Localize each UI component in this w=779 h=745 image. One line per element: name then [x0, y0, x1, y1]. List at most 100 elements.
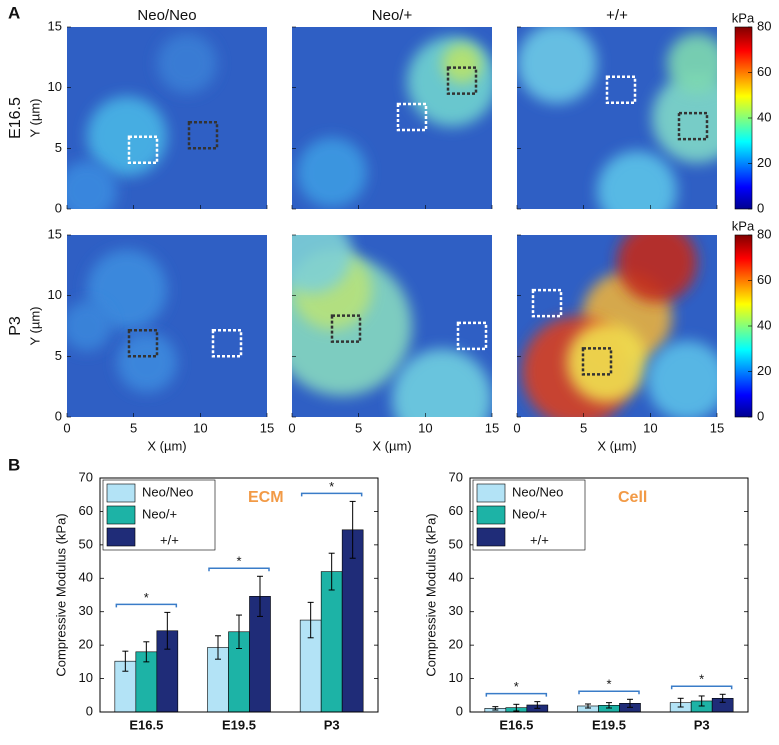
colorbar-tick-label: 0	[757, 200, 764, 215]
significance-bracket	[115, 603, 178, 608]
error-bar	[349, 500, 356, 559]
x-tick-label: 15	[485, 420, 499, 435]
error-bar	[585, 703, 591, 709]
y-tick-label: 20	[449, 637, 463, 652]
legend-label: Neo/+	[142, 506, 177, 521]
legend-swatch	[106, 483, 136, 503]
heatmap-region	[87, 249, 167, 330]
y-tick-label: 70	[449, 469, 463, 484]
significance-bracket	[300, 492, 363, 497]
y-tick-label: 50	[79, 536, 93, 551]
roi-box	[677, 111, 709, 141]
error-bar	[534, 701, 541, 709]
x-tick-label: E19.5	[592, 717, 626, 732]
significance-marker: *	[606, 677, 611, 692]
chart-title: ECM	[248, 489, 284, 506]
error-bar	[719, 693, 726, 703]
x-tick-label: E16.5	[499, 717, 533, 732]
panel-label: A	[8, 3, 20, 22]
significance-bracket	[485, 692, 548, 697]
heatmap-region	[297, 137, 367, 208]
y-tick-label: 40	[79, 570, 93, 585]
roi-box	[127, 135, 159, 165]
x-tick-label: 10	[418, 420, 432, 435]
heatmap-region	[392, 348, 492, 417]
y-tick-label: 40	[449, 570, 463, 585]
legend-swatch	[476, 527, 506, 547]
y-tick-label: 70	[79, 469, 93, 484]
heatmap-region	[567, 322, 647, 403]
colorbar-tick-label: 20	[757, 155, 771, 170]
legend-swatch	[476, 505, 506, 525]
y-tick-label: 30	[449, 603, 463, 618]
y-axis-label: Y (µm)	[27, 306, 42, 345]
y-axis-label: Compressive Modulus (kPa)	[423, 513, 438, 676]
significance-marker: *	[329, 479, 334, 494]
legend-label: Neo/+	[512, 506, 547, 521]
y-tick-label: 10	[449, 670, 463, 685]
roi-box	[605, 75, 637, 104]
significance-marker: *	[144, 590, 149, 605]
y-tick-label: 50	[449, 536, 463, 551]
colorbar-tick-label: 80	[757, 226, 771, 241]
x-tick-label: 0	[513, 420, 520, 435]
significance-bracket	[670, 685, 733, 690]
error-bar	[328, 552, 335, 591]
row-label: P3	[7, 316, 24, 336]
x-tick-label: 15	[710, 420, 724, 435]
legend-label: +/+	[530, 532, 549, 547]
significance-bracket	[578, 690, 640, 695]
x-axis-label: X (µm)	[597, 438, 636, 453]
y-tick-label: 60	[449, 503, 463, 518]
column-title: Neo/Neo	[137, 7, 196, 24]
heatmap-region	[652, 73, 717, 163]
column-title: Neo/+	[372, 7, 413, 24]
legend-label: +/+	[160, 532, 179, 547]
x-tick-label: P3	[324, 717, 340, 732]
legend-swatch	[106, 527, 136, 547]
significance-marker: *	[699, 672, 704, 687]
heatmap	[517, 235, 717, 417]
heatmap-region	[442, 43, 482, 84]
error-bar	[164, 611, 171, 650]
error-bar	[677, 697, 684, 708]
y-tick-label: 10	[79, 670, 93, 685]
heatmap-region	[157, 33, 217, 94]
heatmap	[517, 27, 717, 209]
y-tick-label: 0	[456, 703, 463, 718]
error-bar	[627, 698, 633, 708]
error-bar	[513, 703, 520, 712]
roi-box	[187, 120, 219, 150]
y-axis-label: Compressive Modulus (kPa)	[53, 513, 68, 676]
roi-box	[211, 328, 243, 358]
axes-frame	[99, 477, 379, 713]
roi-box	[581, 347, 613, 376]
error-bar	[215, 635, 221, 660]
y-tick-label: 0	[55, 200, 62, 215]
roi-box	[396, 102, 428, 132]
x-tick-label: 15	[260, 420, 274, 435]
heatmap-region	[87, 96, 167, 177]
error-bar	[122, 650, 129, 672]
x-tick-label: 10	[643, 420, 657, 435]
y-tick-label: 60	[79, 503, 93, 518]
panel-label: B	[8, 455, 20, 474]
error-bar	[143, 641, 150, 663]
heatmap-region	[517, 27, 597, 104]
error-bar	[606, 702, 612, 709]
x-tick-label: E16.5	[129, 717, 163, 732]
x-tick-label: 10	[193, 420, 207, 435]
heatmap-region	[292, 235, 352, 294]
x-tick-label: 0	[63, 420, 70, 435]
y-tick-label: 0	[55, 408, 62, 423]
x-tick-label: 0	[288, 420, 295, 435]
heatmap	[292, 27, 492, 209]
y-tick-label: 10	[48, 287, 62, 302]
axes-frame	[469, 477, 749, 713]
colorbar-tick-label: 40	[757, 317, 771, 332]
x-axis-label: X (µm)	[372, 438, 411, 453]
column-title: +/+	[606, 7, 628, 24]
y-tick-label: 15	[48, 18, 62, 33]
row-label: E16.5	[7, 97, 24, 139]
